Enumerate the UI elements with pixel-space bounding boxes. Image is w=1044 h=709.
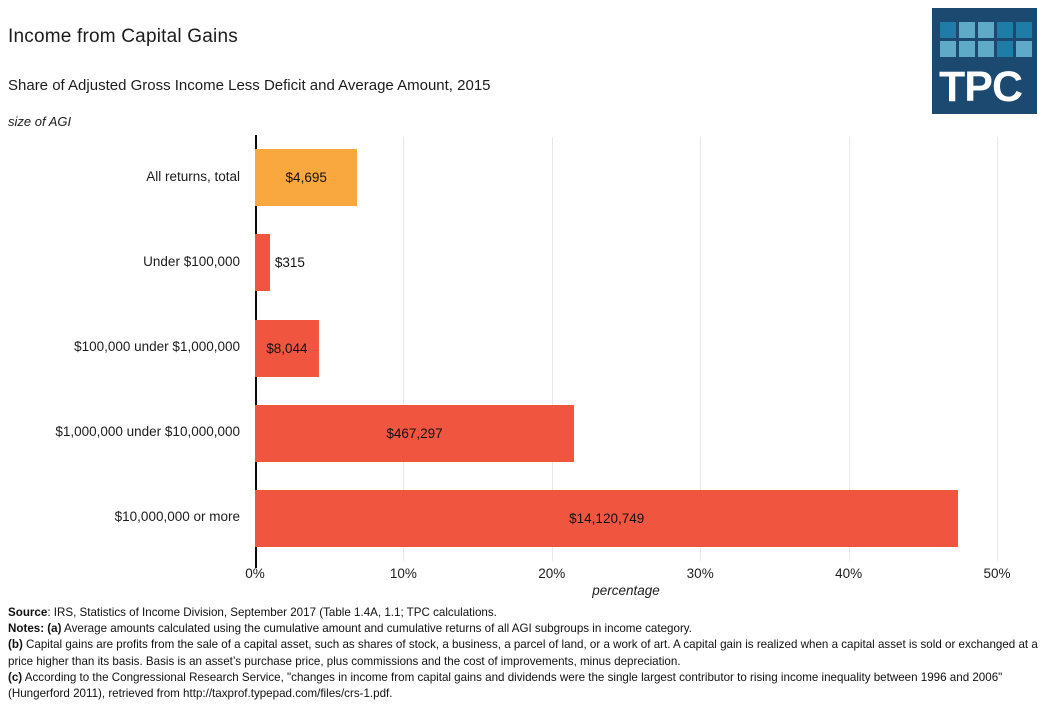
gridline (403, 137, 405, 561)
chart-title: Income from Capital Gains (8, 26, 238, 47)
note-c-label: (c) (8, 670, 23, 684)
category-label: All returns, total (146, 168, 240, 184)
x-tick-label: 10% (389, 566, 417, 581)
gridline (997, 137, 998, 561)
category-label: $1,000,000 under $10,000,000 (55, 424, 240, 440)
logo-square (1016, 41, 1032, 57)
logo-squares-icon (940, 22, 1032, 57)
x-tick-label: 30% (686, 566, 714, 581)
note-a: Notes: (a) Average amounts calculated us… (8, 621, 1040, 637)
logo-square (959, 22, 975, 38)
note-a-text: Average amounts calculated using the cum… (61, 622, 692, 636)
note-b-text: Capital gains are profits from the sale … (8, 638, 1038, 668)
tpc-logo: TPC (932, 8, 1037, 114)
logo-square (997, 22, 1013, 38)
bar (255, 234, 270, 292)
x-tick-label: 50% (983, 566, 1011, 581)
source-text: : IRS, Statistics of Income Division, Se… (47, 606, 497, 619)
logo-square (978, 41, 994, 57)
x-tick-label: 20% (538, 566, 566, 581)
category-label: $100,000 under $1,000,000 (74, 339, 240, 354)
gridline (700, 137, 702, 561)
bar (255, 404, 575, 462)
note-c: (c) According to the Congressional Resea… (8, 670, 1040, 702)
footnotes: Source: IRS, Statistics of Income Divisi… (8, 605, 1040, 702)
gridline (551, 137, 553, 561)
bar-value-label: $8,044 (266, 340, 308, 356)
logo-square (940, 22, 956, 38)
category-label: $10,000,000 or more (114, 509, 240, 525)
bar-value-label: $14,120,749 (569, 510, 645, 526)
note-b: (b) Capital gains are profits from the s… (8, 637, 1040, 669)
logo-square (1016, 22, 1032, 38)
note-c-text: According to the Congressional Research … (8, 670, 1003, 701)
x-axis-title: percentage (592, 583, 660, 598)
source-label: Source (8, 606, 48, 619)
x-tick-label: 40% (835, 566, 863, 581)
bar (255, 319, 319, 377)
gridline (848, 137, 850, 561)
bar (255, 149, 358, 207)
bar-chart: $4,695 $315 $8,044 $467,297 $14,120,749 (255, 135, 998, 568)
x-tick-label: 0% (245, 566, 265, 581)
category-label: Under $100,000 (143, 253, 240, 269)
note-a-label: Notes: (a) (8, 622, 62, 636)
y-axis-title: size of AGI (8, 114, 72, 129)
logo-square (978, 22, 994, 38)
logo-square (959, 41, 975, 57)
logo-text: TPC (939, 63, 1023, 111)
note-b-label: (b) (8, 638, 23, 652)
logo-square (997, 41, 1013, 57)
bar-value-label: $315 (274, 255, 305, 271)
source-note: Source: IRS, Statistics of Income Divisi… (8, 605, 1040, 621)
chart-subtitle: Share of Adjusted Gross Income Less Defi… (8, 77, 491, 94)
bar-value-label: $467,297 (386, 425, 443, 441)
x-axis-zero-tick (255, 561, 257, 568)
logo-square (940, 41, 956, 57)
bar (255, 489, 959, 547)
bar-value-label: $4,695 (285, 170, 327, 186)
